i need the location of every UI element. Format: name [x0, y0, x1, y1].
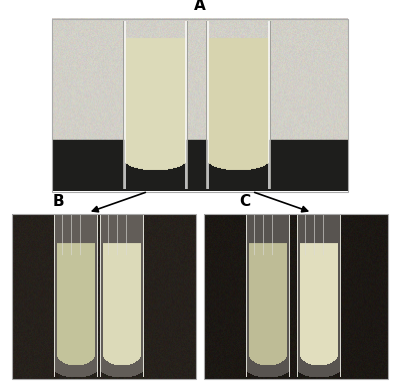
Text: C: C	[239, 194, 250, 209]
Text: B: B	[52, 194, 64, 209]
Text: A: A	[194, 0, 206, 13]
Bar	[12, 214, 196, 379]
Bar	[204, 214, 388, 379]
Bar	[52, 19, 348, 192]
